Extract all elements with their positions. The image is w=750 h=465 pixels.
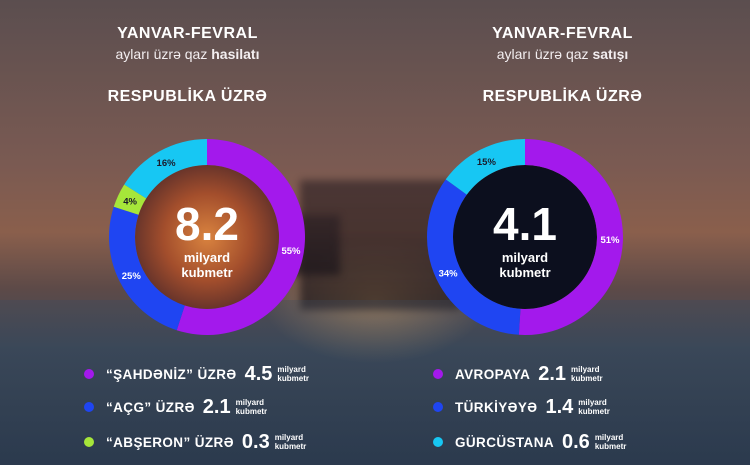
legend-unit: milyard kubmetr: [571, 365, 603, 383]
panel-title: YANVAR-FEVRAL: [117, 25, 258, 42]
donut-center-unit: milyard: [184, 250, 230, 265]
legend-value: 2.1: [202, 395, 231, 418]
production-panel: YANVAR-FEVRAL ayları üzrə qaz hasilatı R…: [0, 25, 375, 456]
donut-slice: [518, 139, 623, 335]
legend-dot: [84, 437, 94, 447]
legend-item: TÜRKİYƏYƏ 1.4 milyard kubmetr: [433, 393, 610, 421]
legend-dot: [84, 402, 94, 412]
legend-label: GÜRCÜSTANA: [455, 434, 554, 450]
legend-dot: [84, 369, 94, 379]
sales-donut-chart: 51% 34% 15% 4.1 milyard kubmetr: [427, 139, 623, 335]
donut-percent-label: 15%: [477, 157, 497, 168]
legend-unit-line: milyard: [274, 433, 304, 442]
legend-unit-line: milyard: [235, 398, 265, 407]
legend-label: TÜRKİYƏYƏ: [455, 399, 538, 415]
subtitle-bold: hasilatı: [211, 46, 260, 62]
legend-unit: milyard kubmetr: [578, 398, 610, 416]
legend-unit-line: kubmetr: [235, 407, 268, 416]
subtitle-bold: satışı: [592, 46, 629, 62]
donut-percent-label: 55%: [281, 246, 301, 257]
legend-item: AVROPAYA 2.1 milyard kubmetr: [433, 360, 603, 388]
region-heading: RESPUBLİKA ÜZRƏ: [482, 88, 643, 105]
legend-unit-line: milyard: [578, 398, 607, 407]
donut-center-value: 8.2: [175, 198, 239, 250]
legend-value: 1.4: [545, 395, 574, 418]
legend-unit-line: kubmetr: [274, 442, 307, 451]
donut-percent-label: 16%: [157, 158, 177, 169]
legend-unit: milyard kubmetr: [236, 398, 268, 416]
panel-title: YANVAR-FEVRAL: [492, 25, 633, 42]
legend-item: GÜRCÜSTANA 0.6 milyard kubmetr: [433, 428, 626, 456]
sales-panel: YANVAR-FEVRAL ayları üzrə qaz satışı RES…: [375, 0, 750, 465]
subtitle-text: ayları üzrə qaz: [496, 46, 589, 62]
subtitle-text: ayları üzrə qaz: [115, 46, 208, 62]
legend-unit-line: kubmetr: [594, 442, 627, 451]
panel-subtitle: ayları üzrə qaz satışı: [375, 46, 750, 62]
legend-unit-line: kubmetr: [571, 374, 603, 383]
production-donut-chart: 55% 25% 4% 16% 8.2 milyard kubmetr: [108, 139, 306, 335]
legend-dot: [433, 402, 443, 412]
donut-slice: [124, 139, 207, 199]
legend-item: “AÇG” ÜZRƏ 2.1 milyard kubmetr: [84, 393, 267, 421]
legend-item: “ŞAHDƏNİZ” ÜZRƏ 4.5 milyard kubmetr: [84, 360, 309, 388]
legend-unit-line: milyard: [277, 365, 306, 374]
donut-center-unit: kubmetr: [499, 265, 550, 280]
donut-slice: [176, 139, 306, 335]
donut-center-unit: kubmetr: [181, 265, 232, 280]
legend-unit: milyard kubmetr: [277, 365, 309, 383]
legend-value: 0.3: [241, 430, 270, 453]
donut-percent-label: 34%: [439, 269, 459, 280]
legend-dot: [433, 437, 443, 447]
donut-slice: [113, 184, 147, 215]
donut-slice: [108, 206, 185, 331]
donut-center: [135, 165, 279, 309]
donut-percent-label: 25%: [122, 271, 142, 282]
legend-value: 0.6: [562, 430, 590, 453]
donut-percent-label: 51%: [600, 235, 620, 246]
donut-center-value: 4.1: [493, 198, 557, 250]
donut-slice: [427, 179, 521, 335]
region-heading: RESPUBLİKA ÜZRƏ: [107, 88, 268, 105]
legend-value: 2.1: [538, 362, 567, 385]
legend-label: “ŞAHDƏNİZ” ÜZRƏ: [106, 366, 237, 382]
legend-unit-line: milyard: [594, 433, 624, 442]
legend-unit-line: kubmetr: [277, 374, 309, 383]
legend-unit-line: kubmetr: [578, 407, 610, 416]
legend-label: “AÇG” ÜZRƏ: [106, 399, 195, 415]
donut-slice: [445, 139, 525, 195]
legend-unit-line: milyard: [571, 365, 600, 374]
donut-center-unit: milyard: [502, 250, 548, 265]
legend-item: “ABŞERON” ÜZRƏ 0.3 milyard kubmetr: [84, 428, 306, 456]
legend-dot: [433, 369, 443, 379]
legend-unit: milyard kubmetr: [275, 433, 307, 451]
donut-center: [453, 165, 597, 309]
legend-unit: milyard kubmetr: [595, 433, 627, 451]
background-sea: [0, 300, 750, 465]
legend-label: “ABŞERON” ÜZRƏ: [106, 434, 234, 450]
donut-percent-label: 4%: [123, 196, 137, 207]
legend-value: 4.5: [244, 362, 273, 385]
legend-label: AVROPAYA: [455, 366, 531, 382]
panel-subtitle: ayları üzrə qaz hasilatı: [0, 46, 375, 62]
